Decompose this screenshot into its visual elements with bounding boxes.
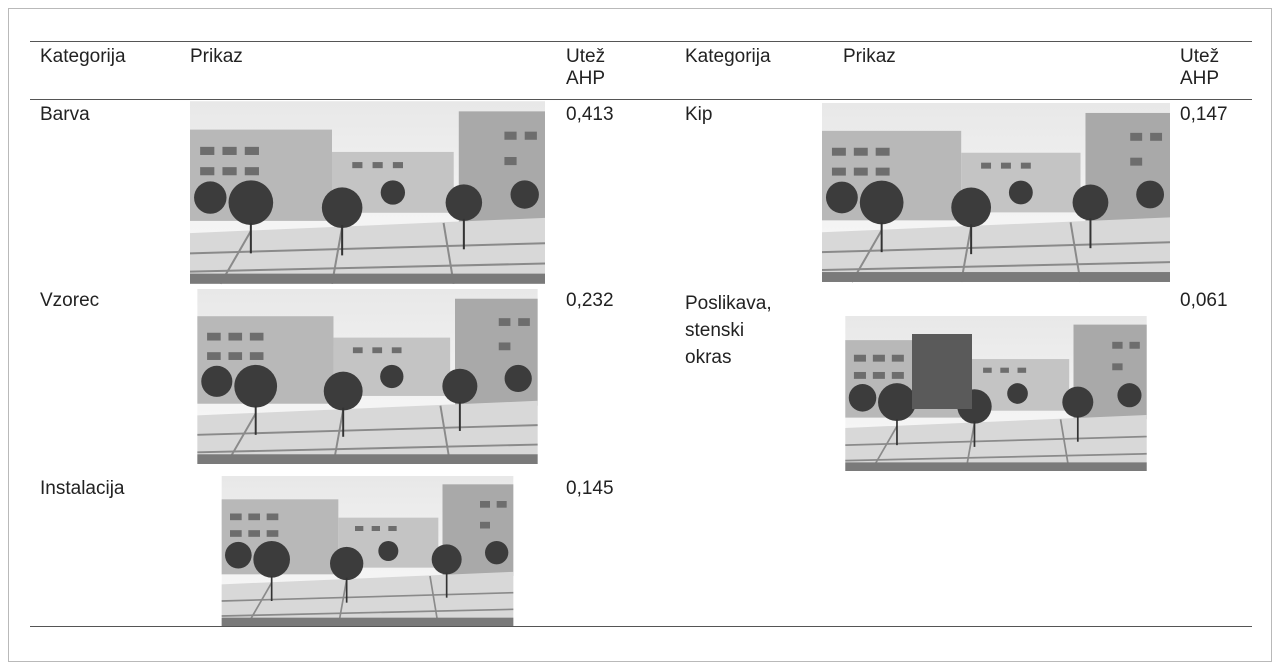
category-cell: Kip: [685, 104, 713, 125]
render-image: [220, 476, 515, 626]
category-cell: Poslikava, stenski okras: [685, 293, 772, 368]
mural: [912, 334, 972, 409]
header-cell: Prikaz: [843, 46, 896, 67]
weight-cell: 0,145: [566, 478, 614, 499]
page-frame: [8, 8, 1272, 662]
header-cell: Kategorija: [40, 46, 126, 67]
render-image: [822, 101, 1170, 284]
render-image: [190, 100, 545, 285]
header-rule: [30, 99, 1252, 100]
header-cell: Prikaz: [190, 46, 243, 67]
weight-cell: 0,061: [1180, 290, 1228, 311]
header-cell: Utež AHP: [566, 46, 606, 89]
render-image: [196, 289, 539, 464]
weight-cell: 0,413: [566, 104, 614, 125]
category-cell: Barva: [40, 104, 90, 125]
category-cell: Instalacija: [40, 478, 125, 499]
render-image: [844, 316, 1148, 471]
bottom-rule: [30, 626, 1252, 627]
header-cell: Utež AHP: [1180, 46, 1220, 89]
weight-cell: 0,232: [566, 290, 614, 311]
top-rule: [30, 41, 1252, 42]
header-cell: Kategorija: [685, 46, 771, 67]
weight-cell: 0,147: [1180, 104, 1228, 125]
category-cell: Vzorec: [40, 290, 100, 311]
